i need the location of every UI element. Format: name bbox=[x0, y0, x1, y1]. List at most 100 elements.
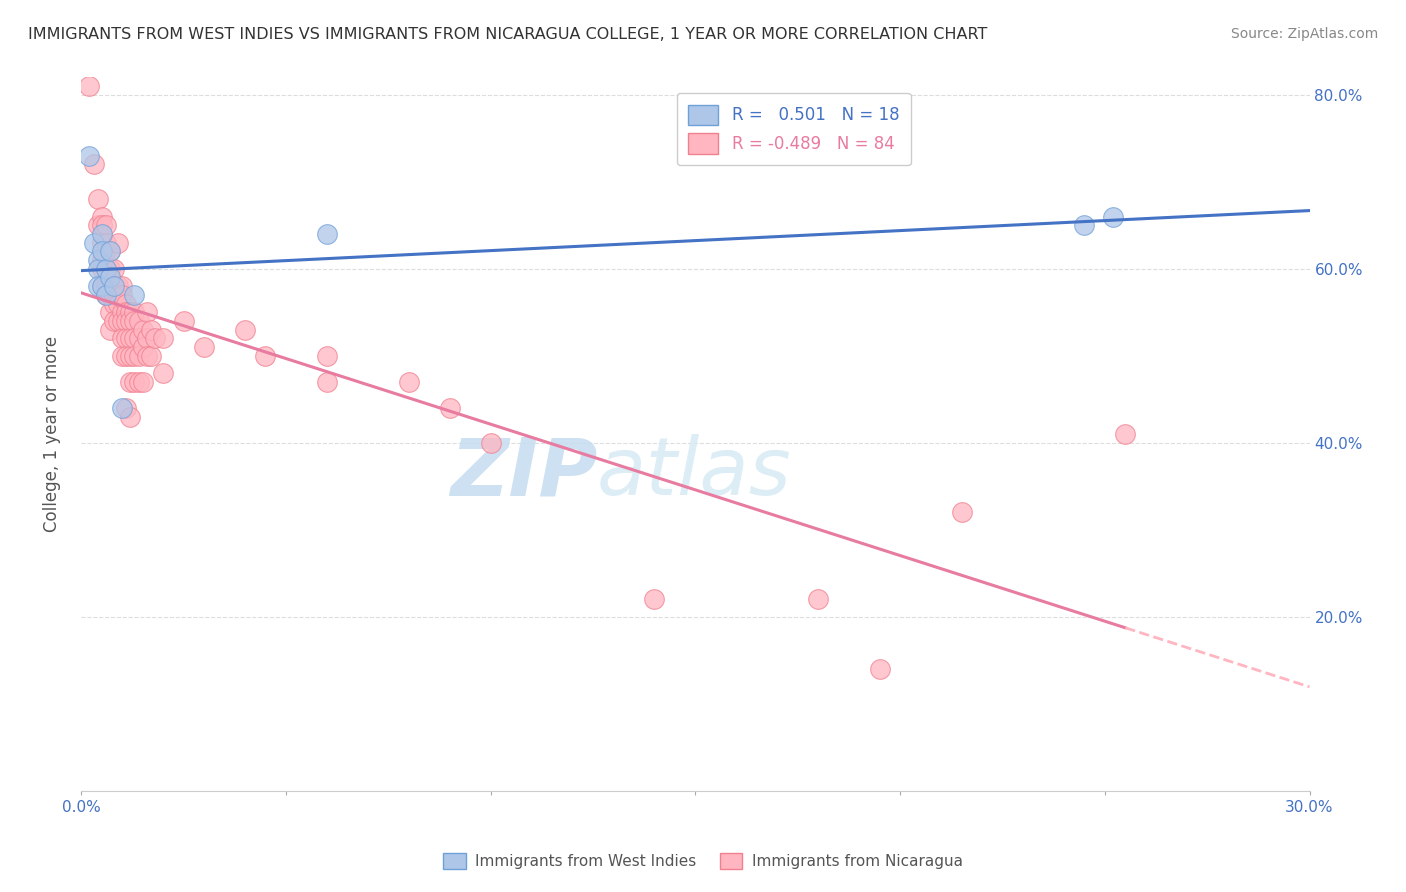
Point bbox=[869, 662, 891, 676]
Point bbox=[98, 305, 121, 319]
Point bbox=[950, 505, 973, 519]
Point bbox=[120, 375, 142, 389]
Point bbox=[94, 288, 117, 302]
Point bbox=[120, 409, 142, 424]
Point bbox=[107, 296, 129, 310]
Point bbox=[124, 314, 146, 328]
Point bbox=[83, 157, 105, 171]
Point bbox=[90, 227, 112, 241]
Point bbox=[103, 279, 125, 293]
Point bbox=[111, 314, 134, 328]
Point bbox=[124, 375, 146, 389]
Point bbox=[111, 288, 134, 302]
Point bbox=[131, 375, 153, 389]
Point bbox=[94, 244, 117, 259]
Point bbox=[115, 331, 138, 345]
Point bbox=[90, 235, 112, 250]
Point bbox=[86, 279, 108, 293]
Point bbox=[1102, 210, 1125, 224]
Point bbox=[86, 192, 108, 206]
Point bbox=[135, 305, 157, 319]
Text: atlas: atlas bbox=[598, 434, 792, 512]
Point bbox=[103, 261, 125, 276]
Point bbox=[120, 314, 142, 328]
Point bbox=[128, 349, 150, 363]
Text: Source: ZipAtlas.com: Source: ZipAtlas.com bbox=[1230, 27, 1378, 41]
Point bbox=[111, 305, 134, 319]
Point bbox=[107, 279, 129, 293]
Point bbox=[94, 219, 117, 233]
Point bbox=[131, 340, 153, 354]
Point bbox=[479, 435, 502, 450]
Point bbox=[120, 331, 142, 345]
Point bbox=[128, 314, 150, 328]
Point bbox=[128, 331, 150, 345]
Point bbox=[111, 401, 134, 415]
Point bbox=[86, 253, 108, 268]
Point bbox=[111, 331, 134, 345]
Point bbox=[124, 349, 146, 363]
Point bbox=[439, 401, 461, 415]
Point bbox=[115, 349, 138, 363]
Point bbox=[111, 349, 134, 363]
Point bbox=[103, 288, 125, 302]
Point bbox=[152, 331, 174, 345]
Point bbox=[86, 219, 108, 233]
Point bbox=[143, 331, 166, 345]
Text: IMMIGRANTS FROM WEST INDIES VS IMMIGRANTS FROM NICARAGUA COLLEGE, 1 YEAR OR MORE: IMMIGRANTS FROM WEST INDIES VS IMMIGRANT… bbox=[28, 27, 987, 42]
Point bbox=[98, 261, 121, 276]
Point bbox=[90, 219, 112, 233]
Point bbox=[103, 296, 125, 310]
Point bbox=[115, 401, 138, 415]
Point bbox=[107, 235, 129, 250]
Point bbox=[90, 279, 112, 293]
Point bbox=[111, 279, 134, 293]
Point bbox=[316, 349, 339, 363]
Point bbox=[115, 305, 138, 319]
Point bbox=[131, 323, 153, 337]
Point bbox=[94, 279, 117, 293]
Point bbox=[1073, 219, 1095, 233]
Text: ZIP: ZIP bbox=[450, 434, 598, 512]
Point bbox=[124, 305, 146, 319]
Point bbox=[139, 323, 162, 337]
Point bbox=[94, 261, 117, 276]
Point bbox=[124, 288, 146, 302]
Point bbox=[98, 279, 121, 293]
Point bbox=[98, 244, 121, 259]
Point bbox=[120, 305, 142, 319]
Point bbox=[398, 375, 420, 389]
Point bbox=[115, 314, 138, 328]
Point bbox=[135, 349, 157, 363]
Point bbox=[135, 331, 157, 345]
Point bbox=[120, 349, 142, 363]
Point bbox=[807, 592, 830, 607]
Point bbox=[1114, 427, 1136, 442]
Point bbox=[316, 227, 339, 241]
Point bbox=[643, 592, 665, 607]
Point bbox=[79, 149, 101, 163]
Point bbox=[98, 270, 121, 285]
Point bbox=[90, 210, 112, 224]
Point bbox=[94, 235, 117, 250]
Point bbox=[254, 349, 277, 363]
Point bbox=[90, 253, 112, 268]
Point bbox=[193, 340, 215, 354]
Point bbox=[98, 244, 121, 259]
Point bbox=[94, 261, 117, 276]
Point bbox=[103, 314, 125, 328]
Legend: Immigrants from West Indies, Immigrants from Nicaragua: Immigrants from West Indies, Immigrants … bbox=[437, 847, 969, 875]
Point bbox=[152, 366, 174, 380]
Legend: R =   0.501   N = 18, R = -0.489   N = 84: R = 0.501 N = 18, R = -0.489 N = 84 bbox=[676, 93, 911, 165]
Point bbox=[316, 375, 339, 389]
Y-axis label: College, 1 year or more: College, 1 year or more bbox=[44, 336, 60, 532]
Point bbox=[90, 279, 112, 293]
Point bbox=[128, 375, 150, 389]
Point bbox=[98, 323, 121, 337]
Point bbox=[90, 244, 112, 259]
Point bbox=[233, 323, 256, 337]
Point bbox=[90, 261, 112, 276]
Point bbox=[83, 235, 105, 250]
Point bbox=[103, 279, 125, 293]
Point bbox=[107, 288, 129, 302]
